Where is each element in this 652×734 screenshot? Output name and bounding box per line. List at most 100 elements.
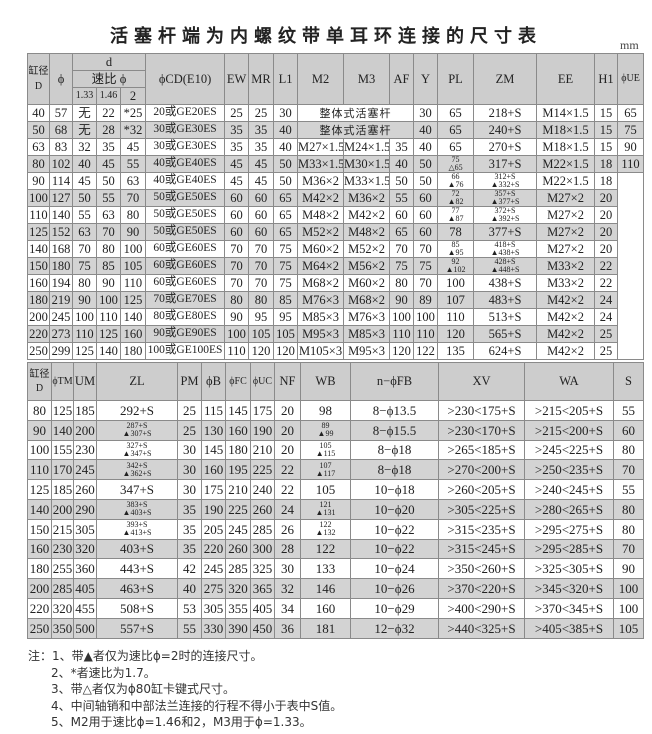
- table-cell: 145: [225, 400, 251, 421]
- table-cell: 180: [27, 291, 50, 309]
- header-ratio-133: 1.33: [72, 87, 97, 105]
- table-cell: 357+S ▲377+S: [473, 189, 538, 207]
- value-standard: 428+S: [494, 257, 516, 266]
- table-cell: 125: [96, 325, 121, 343]
- table-cell: 80: [96, 240, 121, 258]
- table-cell: >400<290+S: [438, 597, 525, 619]
- table-cell: 70: [248, 240, 275, 258]
- value-standard: 383+S: [126, 500, 148, 510]
- table-cell: 15: [594, 121, 619, 139]
- value-ratio-2: ▲87: [447, 214, 464, 223]
- table-row: 150 180 75 85 105 60或GE60ES 70 70 75 M64×2 M56×2 75…: [27, 257, 644, 275]
- header-bore: 缸径D: [27, 53, 50, 105]
- table-cell: 55: [119, 155, 147, 173]
- note-3: 3、带△者仅为ϕ80缸卡键式尺寸。: [51, 682, 236, 696]
- notes: 注：1、带▲者仅为速比ϕ=2时的连接尺寸。 2、*者速比为1.7。 3、带△者仅…: [28, 648, 342, 731]
- table-cell: 40: [72, 155, 97, 173]
- table-cell: 135: [437, 342, 475, 360]
- table-cell: M76×3: [343, 308, 391, 326]
- table-cell: 35: [224, 121, 250, 139]
- table-cell: >270<200+S: [438, 459, 525, 481]
- table-cell: 175: [250, 400, 275, 421]
- table-cell: 35: [248, 138, 275, 156]
- value-standard: 92: [451, 257, 460, 266]
- value-ratio-2: ▲102: [445, 265, 466, 274]
- table-cell: 100: [72, 308, 97, 326]
- table-cell: >260<205+S: [438, 479, 525, 500]
- table-cell: 50或GE50ES: [145, 206, 226, 224]
- table-cell: 483+S: [473, 291, 538, 309]
- table-cell: 50或GE50ES: [145, 189, 226, 207]
- table-cell: 18: [594, 172, 619, 190]
- stacked-value: 75 △65: [439, 157, 473, 172]
- table-cell: M22×1.5: [536, 172, 596, 190]
- table-cell: 245: [225, 518, 251, 540]
- stacked-value: 357+S ▲377+S: [475, 189, 536, 206]
- dimension-table-bottom: 缸径D ϕTM UM ZL PM ϕB ϕFC ϕUC NF WB n−ϕFB XV WA S 80 125…: [27, 362, 644, 639]
- table-cell: 105: [613, 617, 644, 639]
- table-cell: 121 ▲131: [300, 498, 351, 520]
- table-cell: 90: [119, 223, 147, 241]
- table-cell: 63: [96, 206, 121, 224]
- stacked-value: 428+S ▲448+S: [475, 257, 536, 274]
- value-ratio-2: ▲362+S: [122, 468, 152, 478]
- table-cell: 100: [613, 597, 644, 619]
- column-header: ϕFC: [225, 362, 251, 401]
- table-cell: 53: [177, 597, 202, 619]
- value-ratio-2: ▲117: [315, 468, 336, 478]
- table-cell: 215: [51, 518, 74, 540]
- table-cell: 170: [51, 459, 74, 481]
- stacked-value: 383+S ▲403+S: [98, 500, 177, 517]
- table-cell: 75: [617, 121, 645, 139]
- table-cell: 55: [613, 400, 644, 421]
- table-cell: 无: [72, 104, 97, 122]
- table-cell: 225: [250, 459, 275, 481]
- table-cell: 70: [413, 274, 439, 292]
- table-cell: 120: [248, 342, 275, 360]
- table-cell: 50: [72, 189, 97, 207]
- table-cell: 80: [613, 439, 644, 461]
- table-row: 125 152 63 70 90 50或GE50ES 60 60 65 M52×2 M48×2 65 6…: [27, 223, 644, 241]
- table-cell: 350: [51, 617, 74, 639]
- table-cell: 383+S ▲403+S: [96, 498, 178, 520]
- table-row: 110 140 55 63 80 50或GE50ES 60 60 65 M48×2 M42×2 60 6…: [27, 206, 644, 224]
- table-cell: M36×2: [343, 189, 391, 207]
- table-cell: 35: [224, 138, 250, 156]
- table-cell: 330: [201, 617, 226, 639]
- table-cell: 60: [224, 206, 250, 224]
- table-cell: 40或GE40ES: [145, 172, 226, 190]
- value-standard: 107: [319, 460, 332, 470]
- table-cell: 30: [413, 104, 439, 122]
- table-cell: 190: [250, 419, 275, 441]
- table-cell: 无: [72, 121, 97, 139]
- table-cell: 100: [27, 189, 50, 207]
- table-cell: M68×2: [343, 291, 391, 309]
- header-ew: EW: [224, 53, 250, 105]
- table-cell: 100: [224, 325, 250, 343]
- value-standard: 357+S: [494, 189, 516, 198]
- table-cell: 30: [273, 104, 299, 122]
- header-mr: MR: [248, 53, 275, 105]
- stacked-value: 393+S ▲413+S: [98, 521, 177, 537]
- table-cell: 35: [96, 138, 121, 156]
- table-row: 180 255 360 443+S 42 245 285 325 30 133 10−ϕ24 >350…: [27, 558, 644, 580]
- table-cell: 32: [274, 578, 301, 599]
- table-cell: 90: [96, 274, 121, 292]
- table-cell: 45: [248, 155, 275, 173]
- table-cell: >295<275+S: [524, 518, 614, 540]
- table-cell: 90或GE90ES: [145, 325, 226, 343]
- table-cell: 110: [119, 274, 147, 292]
- table-cell: 25: [594, 325, 619, 343]
- value-standard: 327+S: [126, 440, 148, 450]
- table-cell: 130: [201, 419, 226, 441]
- table-cell: 230: [51, 538, 74, 560]
- stacked-value: 327+S ▲347+S: [98, 440, 177, 458]
- table-cell: 22: [96, 104, 121, 122]
- table-cell: 300: [250, 538, 275, 560]
- table-cell: 55: [389, 189, 415, 207]
- value-ratio-2: ▲82: [447, 197, 464, 206]
- table-cell: M27×2: [536, 189, 596, 207]
- table-cell: 180: [49, 257, 73, 275]
- table-cell: 250: [27, 617, 52, 639]
- table-cell: 60: [613, 419, 644, 441]
